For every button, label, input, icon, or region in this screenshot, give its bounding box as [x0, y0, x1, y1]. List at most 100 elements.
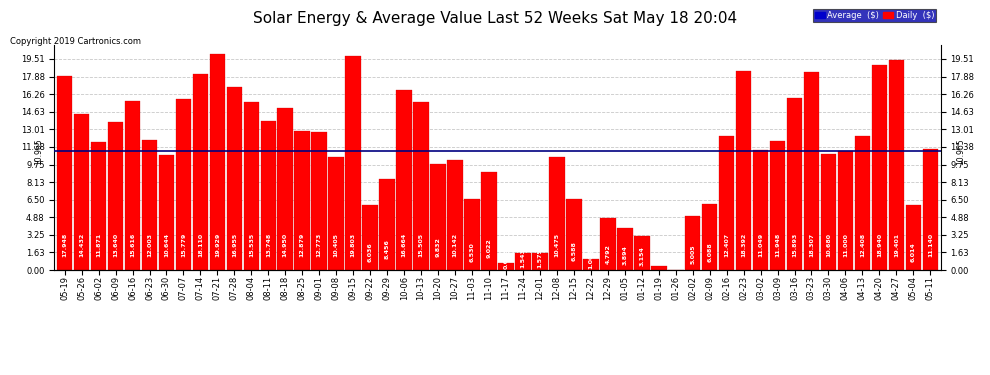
- Bar: [532, 253, 547, 270]
- Bar: [312, 132, 327, 270]
- Bar: [600, 218, 616, 270]
- Text: 14.950: 14.950: [283, 233, 288, 257]
- Bar: [464, 200, 480, 270]
- Bar: [91, 142, 106, 270]
- Text: 13.748: 13.748: [266, 233, 271, 257]
- Bar: [583, 259, 599, 270]
- Text: 15.893: 15.893: [792, 233, 797, 257]
- Bar: [549, 157, 564, 270]
- Text: 10.142: 10.142: [452, 233, 457, 257]
- Bar: [193, 74, 208, 270]
- Text: 14.432: 14.432: [79, 233, 84, 257]
- Text: 13.640: 13.640: [113, 233, 118, 257]
- Bar: [634, 236, 649, 270]
- Bar: [481, 172, 497, 270]
- Bar: [736, 71, 751, 270]
- Bar: [294, 130, 310, 270]
- Bar: [447, 160, 463, 270]
- Text: 1.575: 1.575: [538, 248, 543, 268]
- Bar: [685, 216, 701, 270]
- Text: 10.475: 10.475: [554, 233, 559, 257]
- Text: 18.307: 18.307: [809, 233, 814, 257]
- Bar: [396, 90, 412, 270]
- Bar: [719, 136, 735, 270]
- Text: Copyright 2019 Cartronics.com: Copyright 2019 Cartronics.com: [10, 38, 141, 46]
- Bar: [413, 102, 429, 270]
- Bar: [175, 99, 191, 270]
- Bar: [752, 150, 768, 270]
- Text: 10.644: 10.644: [164, 233, 169, 257]
- Bar: [566, 199, 582, 270]
- Text: Solar Energy & Average Value Last 52 Weeks Sat May 18 20:04: Solar Energy & Average Value Last 52 Wee…: [252, 11, 738, 26]
- Text: 11.000: 11.000: [842, 233, 848, 257]
- Bar: [650, 266, 666, 270]
- Bar: [346, 56, 361, 270]
- Bar: [125, 101, 141, 270]
- Bar: [210, 54, 225, 270]
- Text: 17.948: 17.948: [62, 233, 67, 257]
- Text: 6.036: 6.036: [367, 242, 372, 262]
- Text: 9.022: 9.022: [486, 238, 491, 258]
- Bar: [329, 158, 345, 270]
- Bar: [804, 72, 820, 270]
- Bar: [379, 178, 395, 270]
- Text: 6.530: 6.530: [469, 242, 474, 261]
- Bar: [362, 205, 378, 270]
- Bar: [821, 154, 837, 270]
- Bar: [923, 150, 939, 270]
- Bar: [277, 108, 293, 270]
- Text: 8.456: 8.456: [385, 239, 390, 259]
- Text: 3.154: 3.154: [640, 246, 644, 266]
- Bar: [244, 102, 259, 270]
- Bar: [56, 76, 72, 270]
- Text: 4.792: 4.792: [605, 244, 610, 264]
- Text: 11.049: 11.049: [758, 233, 763, 257]
- Bar: [702, 204, 718, 270]
- Text: 12.879: 12.879: [300, 233, 305, 257]
- Text: 12.407: 12.407: [724, 233, 729, 257]
- Text: 19.803: 19.803: [350, 233, 355, 257]
- Text: 6.014: 6.014: [911, 243, 916, 262]
- Text: 1.008: 1.008: [588, 249, 593, 269]
- Text: 10.405: 10.405: [334, 233, 339, 257]
- Bar: [871, 65, 887, 270]
- Text: 5.005: 5.005: [690, 244, 695, 264]
- Text: 12.773: 12.773: [317, 233, 322, 257]
- Text: 12.408: 12.408: [860, 233, 865, 257]
- Bar: [787, 98, 802, 270]
- Text: 16.664: 16.664: [402, 233, 407, 257]
- Text: 16.955: 16.955: [232, 233, 237, 257]
- Bar: [854, 136, 870, 270]
- Text: 11.948: 11.948: [775, 233, 780, 257]
- Bar: [498, 262, 514, 270]
- Legend: Average  ($), Daily  ($): Average ($), Daily ($): [813, 9, 937, 22]
- Text: 19.401: 19.401: [894, 233, 899, 257]
- Text: 12.003: 12.003: [147, 233, 152, 257]
- Text: 6.088: 6.088: [707, 242, 712, 262]
- Text: 19.929: 19.929: [215, 233, 220, 257]
- Bar: [515, 253, 531, 270]
- Text: 15.779: 15.779: [181, 233, 186, 257]
- Bar: [142, 140, 157, 270]
- Text: 11.871: 11.871: [96, 233, 101, 257]
- Text: 18.940: 18.940: [877, 233, 882, 257]
- Text: 10.680: 10.680: [826, 233, 831, 257]
- Text: 3.894: 3.894: [623, 245, 628, 265]
- Bar: [74, 114, 89, 270]
- Text: 15.505: 15.505: [419, 233, 424, 257]
- Bar: [889, 60, 904, 270]
- Text: 9.832: 9.832: [436, 237, 441, 257]
- Bar: [108, 123, 124, 270]
- Text: 10.965: 10.965: [35, 138, 44, 165]
- Text: 18.392: 18.392: [742, 233, 746, 257]
- Bar: [617, 228, 633, 270]
- Text: 18.110: 18.110: [198, 233, 203, 257]
- Bar: [770, 141, 785, 270]
- Bar: [906, 205, 921, 270]
- Bar: [260, 121, 276, 270]
- Text: 15.616: 15.616: [130, 233, 135, 257]
- Text: 1.543: 1.543: [521, 248, 526, 268]
- Text: 15.535: 15.535: [248, 233, 253, 257]
- Text: 11.140: 11.140: [928, 233, 933, 257]
- Bar: [838, 151, 853, 270]
